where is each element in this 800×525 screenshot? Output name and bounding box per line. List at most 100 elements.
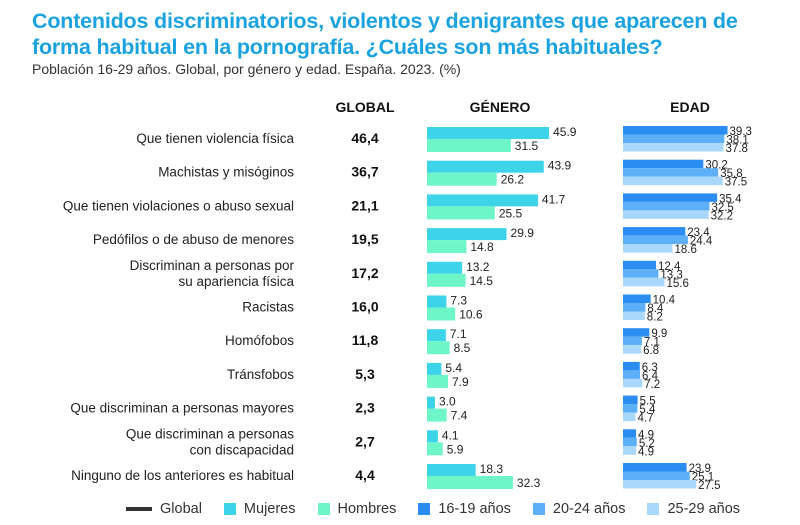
bar-label-age-25-29: 37.5: [725, 177, 747, 189]
bar-age-20-24: [623, 235, 688, 245]
bar-label-age-25-29: 8.2: [647, 312, 663, 324]
bar-age-16-19: [623, 260, 656, 270]
bar-label-age-20-24: 5.4: [639, 404, 656, 416]
bar-age-16-19: [623, 126, 728, 135]
legend-item-hombres: Hombres: [317, 501, 397, 517]
bar-age-25-29: [623, 378, 643, 388]
bar-label-age-16-19: 6.3: [642, 362, 658, 374]
bar-label-mujeres: 29.9: [511, 226, 535, 240]
bar-label-age-20-24: 35.8: [720, 168, 742, 180]
bar-age-20-24: [623, 370, 641, 379]
bar-label-age-20-24: 25.1: [692, 472, 714, 484]
bar-label-mujeres: 43.9: [548, 159, 572, 173]
bar-label-mujeres: 13.2: [466, 260, 490, 274]
bar-label-hombres: 8.5: [454, 341, 471, 355]
legend-label: Mujeres: [243, 501, 296, 517]
bar-label-age-20-24: 7.1: [644, 337, 660, 349]
bar-age-25-29: [623, 143, 724, 152]
bar-label-age-25-29: 4.7: [638, 413, 654, 425]
bar-label-age-25-29: 7.2: [644, 379, 660, 391]
bar-mujeres: [427, 430, 438, 443]
category-label: Que tienen violencia física: [136, 131, 294, 146]
bar-label-mujeres: 41.7: [542, 192, 566, 206]
column-header-genero: GÉNERO: [469, 99, 531, 115]
bar-label-age-20-24: 5.2: [639, 438, 655, 450]
category-label: Machistas y misóginos: [158, 165, 294, 180]
column-header-edad: EDAD: [670, 99, 710, 115]
bar-age-16-19: [623, 159, 704, 169]
legend-item-20-24: 20-24 años: [532, 501, 625, 517]
bar-age-25-29: [623, 210, 709, 219]
bar-hombres: [427, 476, 513, 489]
category-label-line: Que discriminan a personas: [126, 426, 294, 441]
bar-label-age-25-29: 4.9: [638, 446, 654, 458]
bar-label-hombres: 5.9: [447, 442, 464, 456]
category-label: Que discriminan a personas mayores: [70, 401, 294, 416]
bar-label-mujeres: 7.3: [450, 294, 467, 308]
bar-label-hombres: 25.5: [499, 206, 523, 220]
bar-hombres: [427, 408, 447, 422]
category-label: Tránsfobos: [227, 367, 294, 382]
legend-label: Hombres: [337, 501, 397, 517]
global-value: 21,1: [351, 197, 378, 213]
bar-label-age-20-24: 38.1: [726, 135, 748, 147]
bar-label-hombres: 32.3: [517, 476, 541, 490]
legend-swatch-hombres: [317, 503, 330, 515]
bar-age-16-19: [623, 227, 686, 236]
bar-age-16-19: [623, 294, 651, 303]
bar-label-age-25-29: 27.5: [698, 480, 720, 492]
bar-label-age-16-19: 23.4: [687, 227, 710, 239]
bar-age-20-24: [623, 269, 659, 278]
bar-hombres: [427, 240, 467, 254]
bar-label-age-16-19: 39.3: [730, 126, 752, 138]
category-label-line: su apariencia física: [178, 274, 294, 289]
bar-chart: Que tienen violencia física 46,4 45.9 31.5 3…: [63, 125, 752, 492]
bar-hombres: [427, 273, 466, 287]
bar-age-16-19: [623, 463, 687, 472]
bar-hombres: [427, 442, 443, 456]
bar-label-hombres: 14.8: [470, 240, 494, 254]
bar-label-mujeres: 18.3: [480, 462, 504, 476]
category-label: Ninguno de los anteriores es habitual: [71, 468, 294, 483]
bar-label-age-25-29: 32.2: [711, 210, 733, 222]
bar-age-20-24: [623, 404, 638, 413]
global-value: 36,7: [351, 164, 378, 180]
bar-label-age-16-19: 23.9: [689, 463, 711, 475]
column-header-global: GLOBAL: [335, 99, 395, 115]
bar-age-25-29: [623, 345, 642, 354]
global-value: 46,4: [351, 130, 378, 146]
bar-hombres: [427, 341, 450, 355]
bar-mujeres: [427, 362, 442, 375]
bar-label-age-20-24: 8.4: [647, 303, 664, 315]
legend-item-16-19: 16-19 años: [418, 501, 511, 517]
bar-label-hombres: 7.4: [451, 409, 468, 423]
bar-label-mujeres: 4.1: [442, 428, 459, 442]
bar-label-age-16-19: 10.4: [653, 295, 676, 307]
global-value: 4,4: [355, 467, 375, 483]
bar-hombres: [427, 206, 495, 220]
legend-swatch-25-29: [647, 503, 660, 515]
bar-label-hombres: 26.2: [501, 173, 525, 187]
category-label: Que tienen violaciones o abuso sexual: [63, 198, 294, 213]
global-value: 2,3: [355, 400, 375, 416]
bar-mujeres: [427, 329, 446, 342]
legend-item-mujeres: Mujeres: [223, 501, 296, 517]
legend-item-25-29: 25-29 años: [647, 501, 740, 517]
legend-swatch-mujeres: [223, 503, 236, 515]
bar-label-age-25-29: 6.8: [643, 345, 659, 357]
bar-label-mujeres: 3.0: [439, 395, 456, 409]
bar-age-25-29: [623, 412, 636, 422]
bar-label-hombres: 7.9: [452, 375, 469, 389]
chart-title: Contenidos discriminatorios, violentos y…: [32, 9, 738, 59]
bar-age-20-24: [623, 134, 725, 143]
legend-label: 16-19 años: [438, 501, 511, 517]
bar-label-mujeres: 7.1: [450, 327, 467, 341]
bar-label-mujeres: 45.9: [553, 125, 577, 139]
chart-legend: Global Mujeres Hombres 16-19 años 20-24 …: [126, 501, 740, 517]
bar-label-age-25-29: 18.6: [674, 244, 696, 256]
bar-label-age-16-19: 12.4: [658, 261, 681, 273]
category-label: Discriminan a personas por su apariencia …: [130, 258, 295, 289]
category-label: Que discriminan a personas con discapacid…: [126, 426, 294, 457]
bar-age-20-24: [623, 336, 642, 346]
bar-age-25-29: [623, 311, 645, 320]
